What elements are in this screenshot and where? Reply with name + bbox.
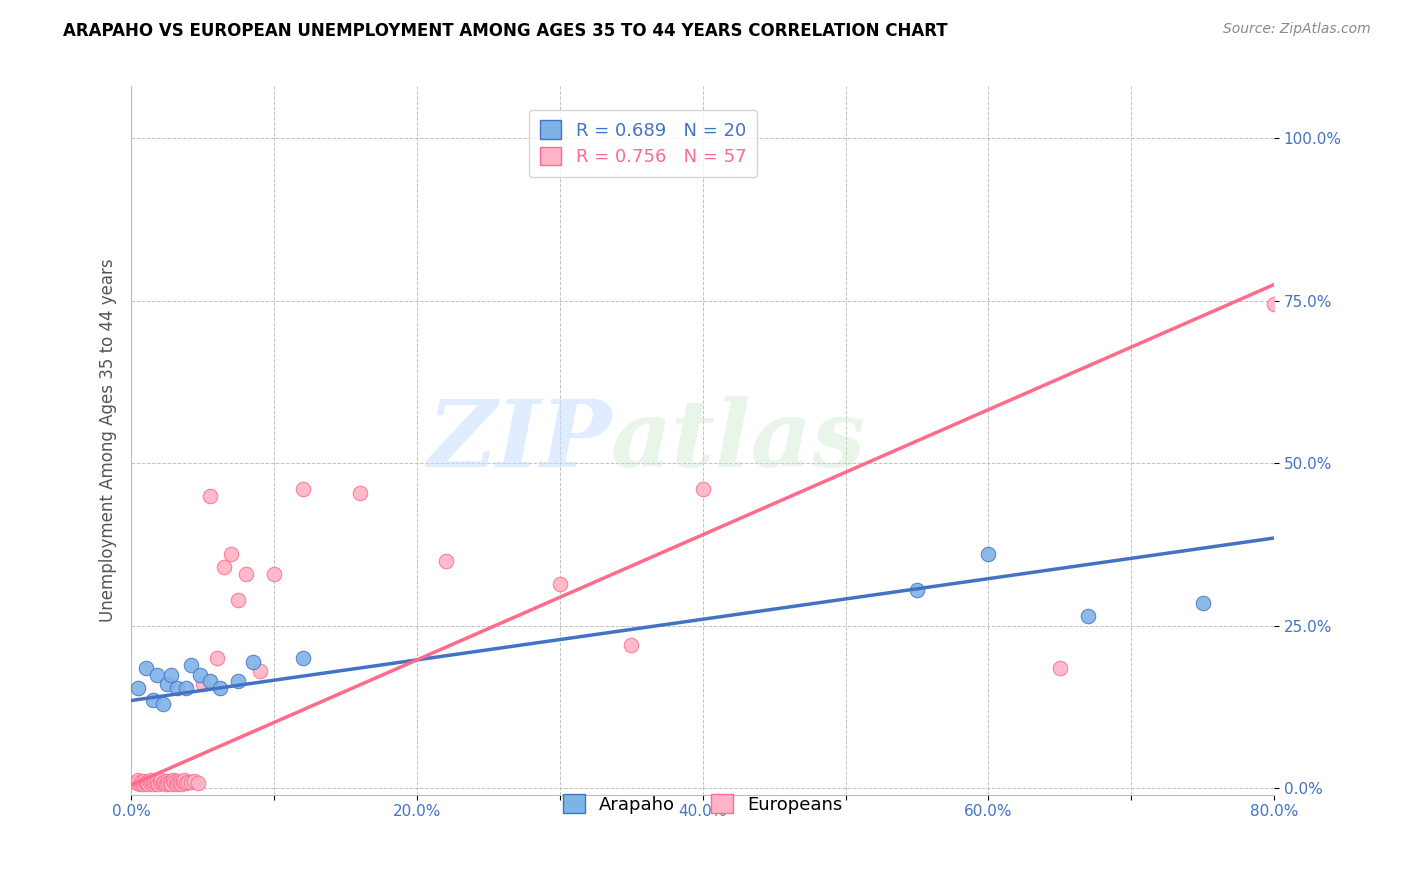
Point (132, 774, 155, 789)
Point (212, 560, 235, 574)
Point (291, 651, 314, 665)
Text: Source: ZipAtlas.com: Source: ZipAtlas.com (1223, 22, 1371, 37)
Point (170, 777, 193, 791)
Point (142, 693, 165, 707)
Point (157, 776, 180, 790)
Point (165, 777, 187, 791)
Point (145, 776, 167, 790)
Point (160, 777, 183, 791)
Point (124, 774, 146, 789)
Point (163, 775, 186, 789)
Text: ZIP: ZIP (427, 395, 612, 485)
Point (136, 774, 159, 789)
Point (152, 776, 174, 790)
Point (141, 773, 163, 788)
Point (208, 681, 231, 695)
Point (160, 667, 183, 681)
Point (142, 777, 165, 791)
Point (1077, 609, 1099, 624)
Point (167, 776, 190, 790)
Point (219, 547, 242, 561)
Point (1049, 661, 1071, 675)
Point (153, 774, 176, 789)
Point (242, 655, 264, 669)
Point (156, 677, 179, 691)
Point (173, 773, 195, 788)
Point (156, 774, 179, 789)
Point (159, 774, 181, 789)
Point (235, 566, 257, 581)
Point (135, 661, 157, 675)
Point (180, 657, 202, 672)
Point (127, 773, 149, 788)
Point (152, 697, 174, 711)
Point (166, 681, 188, 695)
Point (977, 547, 1000, 561)
Point (198, 489, 221, 503)
Y-axis label: Unemployment Among Ages 35 to 44 years: Unemployment Among Ages 35 to 44 years (100, 259, 117, 623)
Point (188, 667, 211, 681)
Point (148, 777, 170, 791)
Point (127, 681, 149, 695)
Point (162, 773, 184, 788)
Point (135, 776, 157, 790)
Point (905, 582, 928, 597)
Point (177, 774, 200, 789)
Point (434, 554, 457, 568)
Point (155, 777, 177, 791)
Point (228, 673, 250, 688)
Point (228, 592, 250, 607)
Point (166, 774, 188, 789)
Point (548, 576, 571, 591)
Point (191, 677, 214, 691)
Text: ARAPAHO VS EUROPEAN UNEMPLOYMENT AMONG AGES 35 TO 44 YEARS CORRELATION CHART: ARAPAHO VS EUROPEAN UNEMPLOYMENT AMONG A… (63, 22, 948, 40)
Point (129, 775, 152, 789)
Point (174, 681, 197, 695)
Point (146, 774, 169, 789)
Point (143, 774, 166, 789)
Point (128, 777, 150, 791)
Text: atlas: atlas (612, 395, 866, 485)
Point (169, 774, 191, 789)
Point (263, 566, 285, 581)
Point (149, 775, 172, 789)
Point (1263, 297, 1285, 311)
Point (198, 673, 221, 688)
Legend: Arapaho, Europeans: Arapaho, Europeans (553, 784, 853, 825)
Point (1191, 596, 1213, 610)
Point (138, 777, 160, 791)
Point (150, 773, 173, 788)
Point (291, 483, 314, 497)
Point (146, 667, 169, 681)
Point (125, 776, 148, 790)
Point (620, 638, 643, 652)
Point (187, 776, 209, 790)
Point (131, 777, 153, 791)
Point (205, 651, 228, 665)
Point (174, 776, 197, 790)
Point (139, 775, 162, 789)
Point (180, 775, 202, 789)
Point (349, 485, 371, 500)
Point (172, 775, 194, 789)
Point (692, 483, 714, 497)
Point (183, 774, 205, 789)
Point (249, 665, 271, 679)
